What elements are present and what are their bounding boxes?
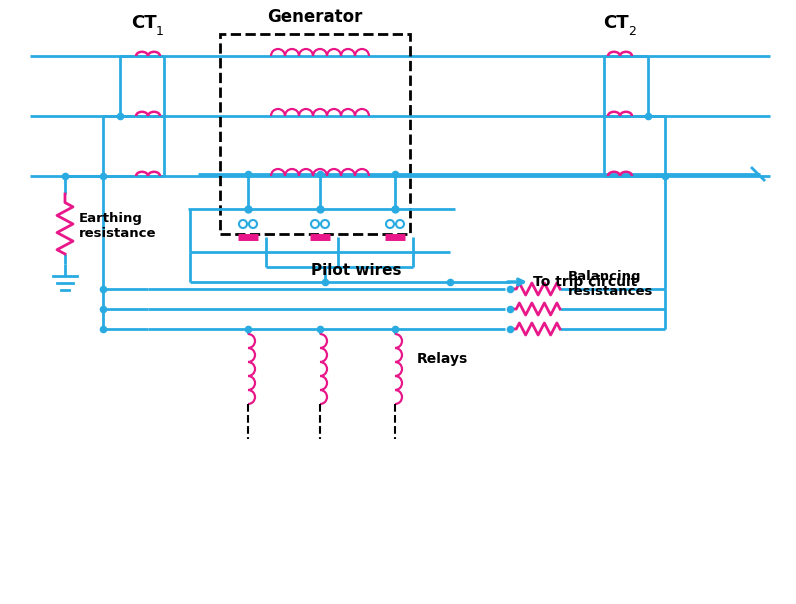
Text: 2: 2 (628, 25, 636, 38)
Text: Pilot wires: Pilot wires (311, 263, 402, 278)
Text: CT: CT (131, 14, 157, 32)
Text: 1: 1 (156, 25, 164, 38)
Text: Balancing
resistances: Balancing resistances (568, 270, 654, 298)
Text: CT: CT (603, 14, 629, 32)
Text: To trip circuit: To trip circuit (533, 275, 638, 289)
Bar (220, 34, 410, 234)
Text: Relays: Relays (417, 352, 468, 366)
Text: Generator: Generator (267, 8, 363, 26)
Text: Earthing
resistance: Earthing resistance (79, 212, 157, 240)
